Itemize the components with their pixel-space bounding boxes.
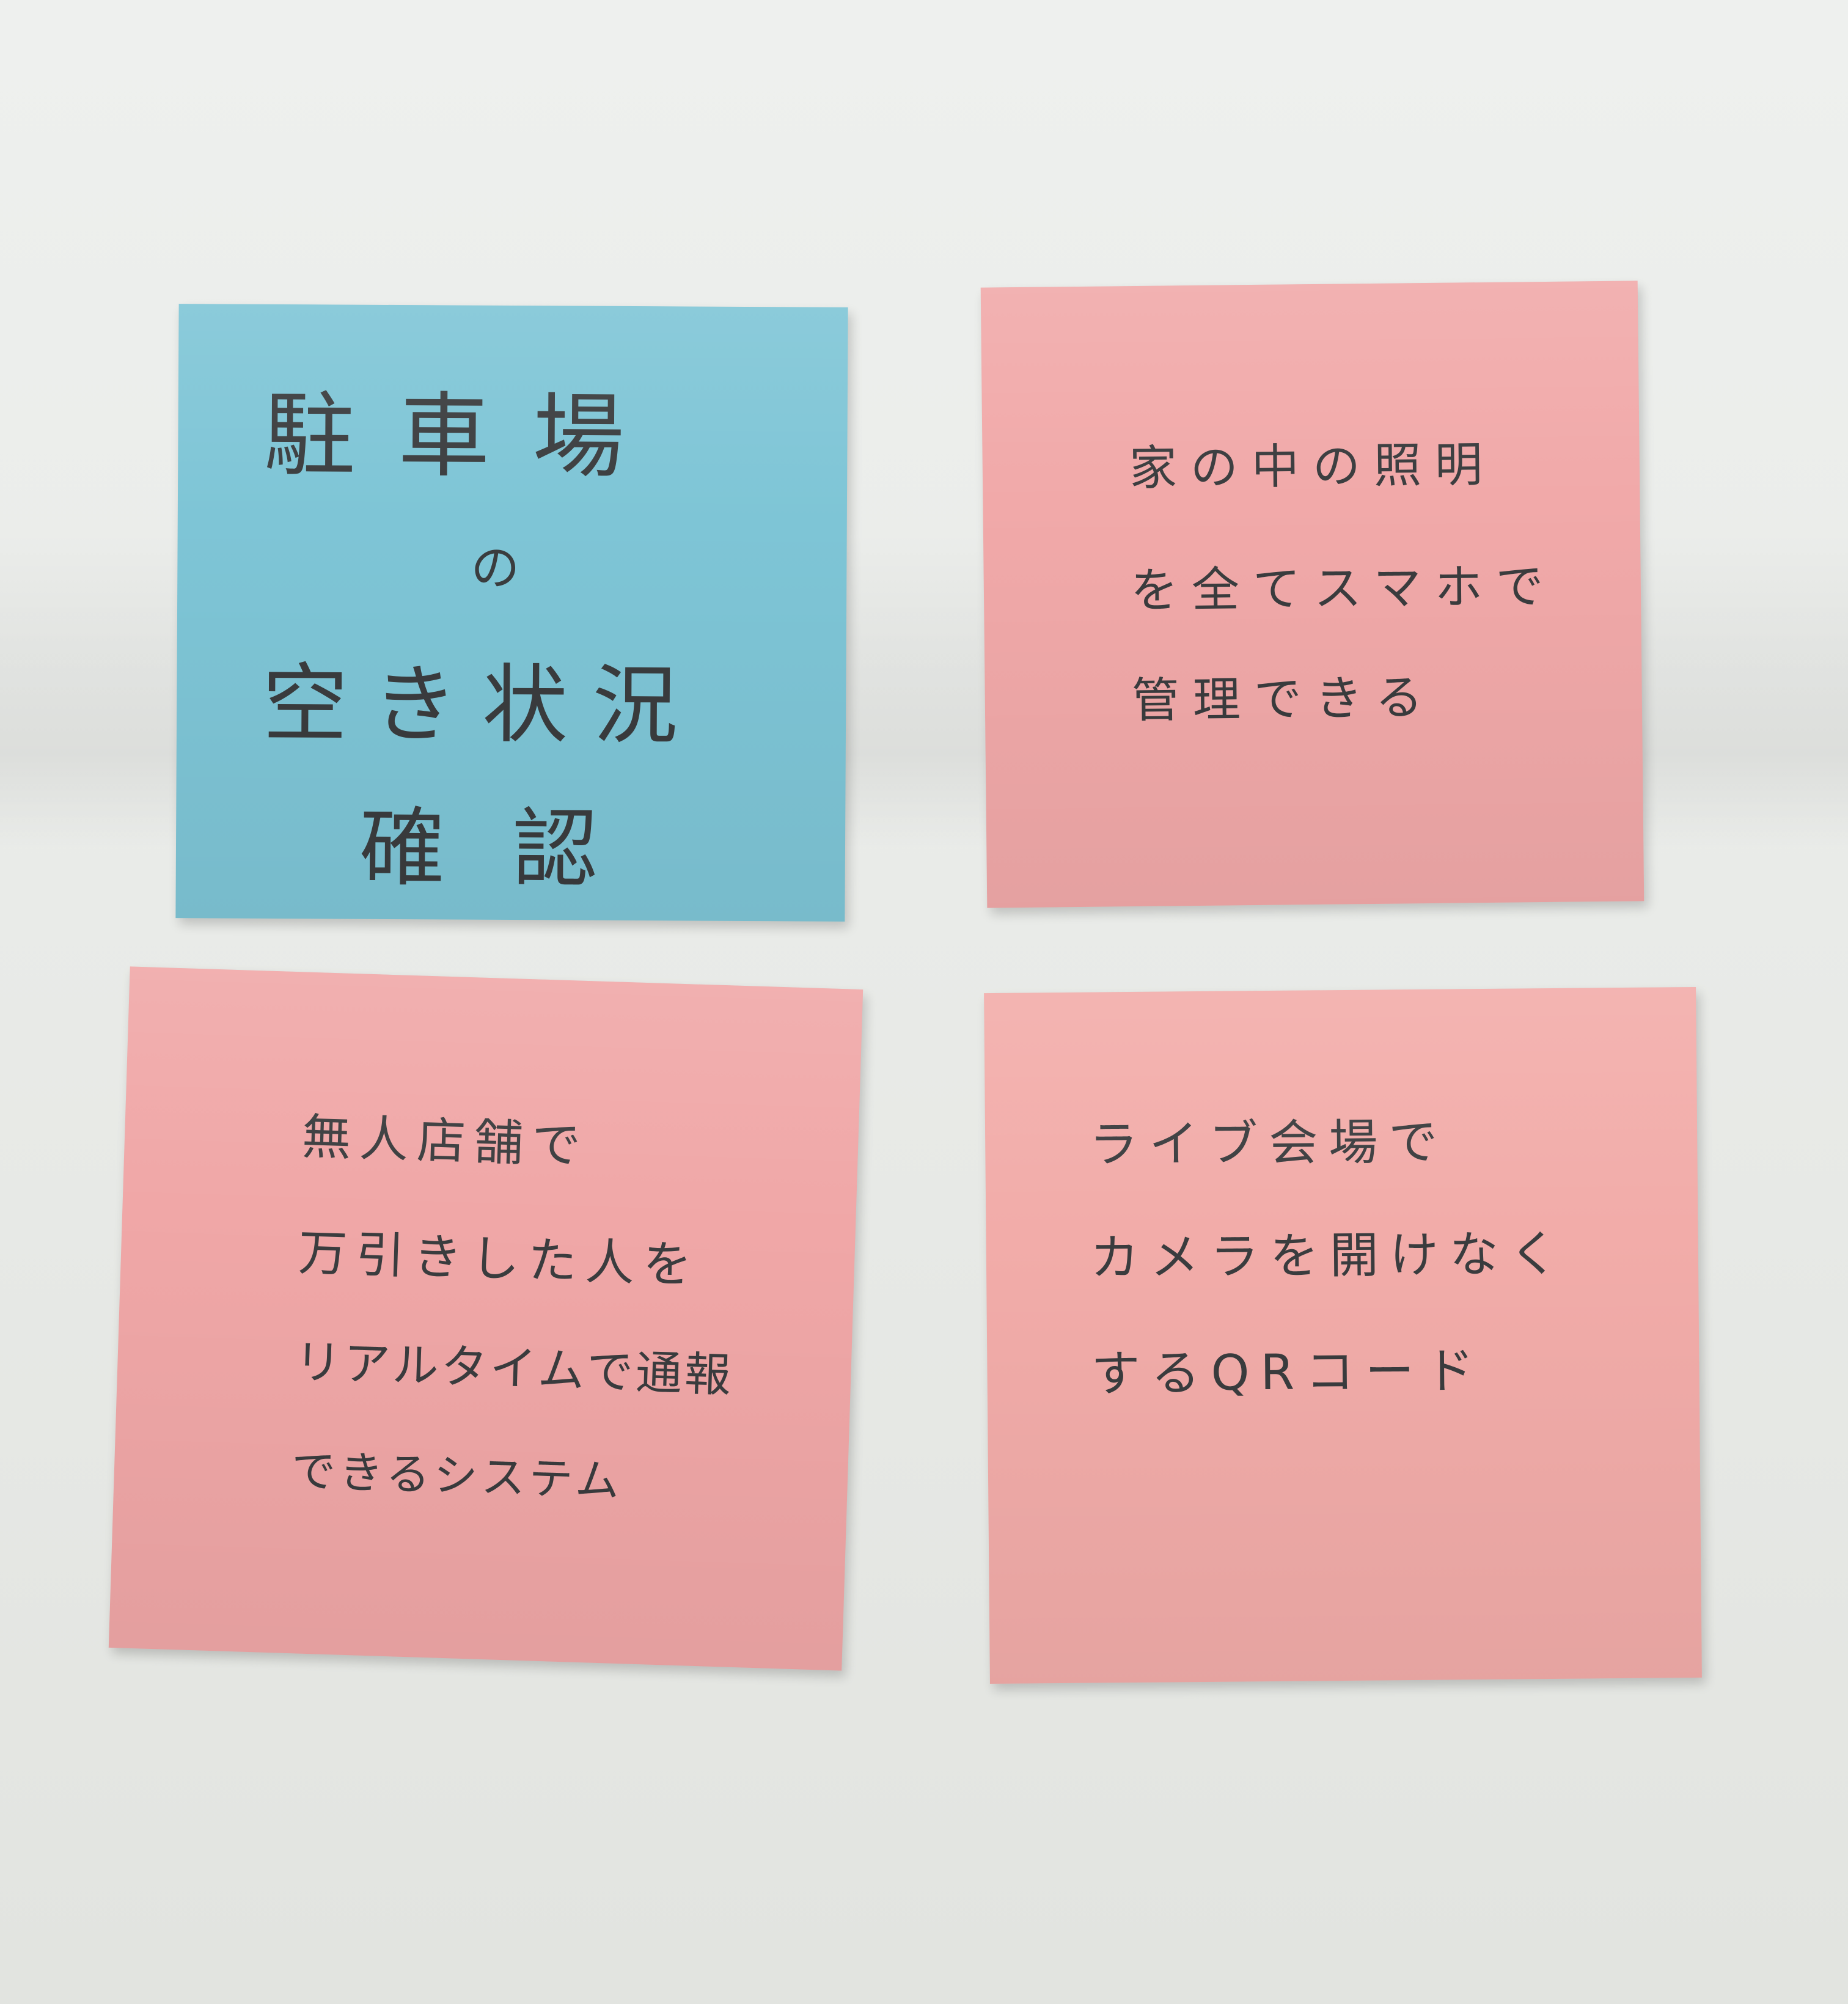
note-text-line: できるシステム <box>290 1445 624 1507</box>
note-text-line: 無人店舗で <box>301 1108 590 1175</box>
note-text-line: の <box>471 539 520 597</box>
note-text-line: 空き状況 <box>262 654 703 757</box>
note-text-line: 家の中の照明 <box>1129 437 1497 497</box>
note-text-line: 万引きした人を <box>297 1224 702 1294</box>
sticky-note-pink-top-right: 家の中の照明 を全てスマホで 管理できる <box>980 281 1645 908</box>
sticky-note-pink-bottom-left: 無人店舗で 万引きした人を リアルタイムで通報 できるシステム <box>108 966 864 1671</box>
note-text-line: 確認 <box>359 798 666 900</box>
note-text-line: カメラを開けなく <box>1090 1225 1570 1286</box>
note-text-line: を全てスマホで <box>1130 559 1558 619</box>
sticky-note-pink-bottom-right: ライブ会場で カメラを開けなく するQRコード <box>984 986 1702 1684</box>
note-text-line: リアルタイムで通報 <box>294 1334 735 1403</box>
note-text-line: 駐車場 <box>263 382 667 491</box>
sticky-note-blue: 駐車場 の 空き状況 確認 <box>175 304 848 922</box>
note-text-line: ライブ会場で <box>1088 1113 1449 1173</box>
note-text-line: 管理できる <box>1131 670 1437 729</box>
note-text-line: するQRコード <box>1091 1342 1486 1403</box>
